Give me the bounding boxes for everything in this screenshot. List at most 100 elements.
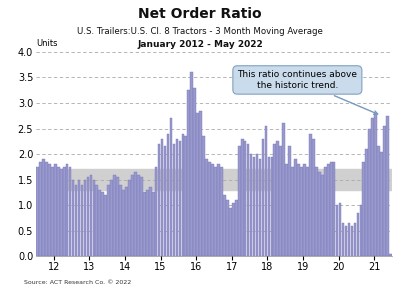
Bar xyxy=(262,139,264,256)
Bar xyxy=(90,175,92,256)
Bar xyxy=(377,146,380,256)
Bar xyxy=(92,180,95,256)
Bar xyxy=(303,164,306,256)
Bar xyxy=(96,185,98,256)
Bar xyxy=(280,146,282,256)
Bar xyxy=(368,128,371,256)
Bar xyxy=(107,185,110,256)
Bar xyxy=(294,159,297,256)
Bar xyxy=(45,162,48,256)
Bar xyxy=(374,113,377,256)
Bar xyxy=(158,144,160,256)
Bar xyxy=(366,149,368,256)
Bar xyxy=(98,190,101,256)
Bar xyxy=(247,144,250,256)
Bar xyxy=(342,223,344,256)
Bar xyxy=(178,141,181,256)
Bar xyxy=(315,167,318,256)
Bar xyxy=(196,113,199,256)
Bar xyxy=(116,177,119,256)
Text: January 2012 - May 2022: January 2012 - May 2022 xyxy=(137,40,263,49)
Bar xyxy=(389,254,392,256)
Bar xyxy=(259,159,261,256)
Bar xyxy=(110,180,113,256)
Bar xyxy=(285,164,288,256)
Bar xyxy=(36,167,39,256)
Bar xyxy=(297,164,300,256)
Text: This ratio continues above
the historic trend.: This ratio continues above the historic … xyxy=(237,70,378,114)
Bar xyxy=(167,134,169,256)
Bar xyxy=(72,180,74,256)
Bar xyxy=(282,123,285,256)
Bar xyxy=(380,151,383,256)
Bar xyxy=(184,136,187,256)
Bar xyxy=(143,192,146,256)
Bar xyxy=(351,226,353,256)
Bar xyxy=(238,146,240,256)
Bar xyxy=(217,164,220,256)
Bar xyxy=(205,159,208,256)
Bar xyxy=(354,223,356,256)
Bar xyxy=(226,200,229,256)
Bar xyxy=(140,177,143,256)
Bar xyxy=(42,159,45,256)
Bar xyxy=(274,144,276,256)
Bar xyxy=(164,146,166,256)
Bar xyxy=(176,139,178,256)
Text: Source: ACT Research Co. © 2022: Source: ACT Research Co. © 2022 xyxy=(24,280,131,285)
Bar xyxy=(214,167,217,256)
Bar xyxy=(270,157,273,256)
Bar xyxy=(86,177,89,256)
Bar xyxy=(306,167,309,256)
Bar xyxy=(250,154,252,256)
Bar xyxy=(199,111,202,256)
Bar xyxy=(244,141,246,256)
Bar xyxy=(208,162,211,256)
Bar xyxy=(288,146,291,256)
Bar xyxy=(125,187,128,256)
Bar xyxy=(75,185,77,256)
Bar xyxy=(81,185,83,256)
Bar xyxy=(220,167,223,256)
Bar xyxy=(383,126,386,256)
Bar xyxy=(276,141,279,256)
Bar xyxy=(235,200,238,256)
Bar xyxy=(39,162,42,256)
Text: Net Order Ratio: Net Order Ratio xyxy=(138,7,262,21)
Bar xyxy=(137,175,140,256)
Bar xyxy=(161,139,164,256)
Bar xyxy=(345,226,347,256)
Bar xyxy=(300,167,303,256)
Bar xyxy=(173,144,175,256)
Bar xyxy=(356,213,359,256)
Bar xyxy=(362,162,365,256)
Bar xyxy=(386,116,389,256)
Bar xyxy=(54,164,57,256)
Bar xyxy=(84,180,86,256)
Bar xyxy=(60,169,62,256)
Bar xyxy=(348,223,350,256)
Bar xyxy=(51,167,54,256)
Bar xyxy=(312,139,315,256)
Bar xyxy=(229,208,232,256)
Bar xyxy=(63,167,66,256)
Bar xyxy=(36,169,392,190)
Bar xyxy=(327,164,330,256)
Bar xyxy=(339,203,342,256)
Bar xyxy=(188,90,190,256)
Bar xyxy=(48,164,51,256)
Bar xyxy=(241,139,244,256)
Bar xyxy=(146,190,148,256)
Bar xyxy=(128,180,131,256)
Bar xyxy=(78,180,80,256)
Bar xyxy=(113,175,116,256)
Bar xyxy=(149,187,152,256)
Bar xyxy=(336,205,338,256)
Bar xyxy=(223,195,226,256)
Bar xyxy=(170,118,172,256)
Bar xyxy=(371,118,374,256)
Bar xyxy=(66,164,68,256)
Bar xyxy=(264,126,267,256)
Bar xyxy=(102,192,104,256)
Bar xyxy=(104,195,107,256)
